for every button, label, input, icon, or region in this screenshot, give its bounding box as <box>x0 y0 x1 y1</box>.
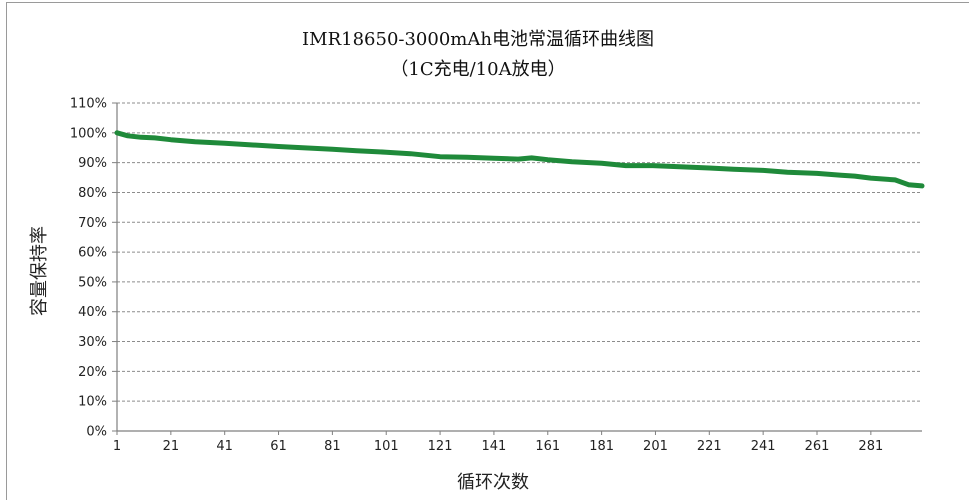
y-tick-label: 50% <box>78 275 107 290</box>
x-tick-label: 221 <box>697 439 722 454</box>
x-tick-label: 181 <box>589 439 614 454</box>
x-tick-label: 261 <box>805 439 830 454</box>
y-tick-label: 20% <box>78 365 107 380</box>
x-tick-label: 101 <box>374 439 399 454</box>
x-tick-label: 21 <box>163 439 180 454</box>
x-tick-label: 201 <box>643 439 668 454</box>
y-tick-labels: 0% 10% 20% 30% 40% 50% 60% 70% 80% 90% 100% 110% <box>70 97 107 440</box>
series <box>114 130 925 189</box>
x-tick-label: 161 <box>535 439 560 454</box>
x-tick-label: 1 <box>113 439 121 454</box>
x-tick-label: 81 <box>324 439 341 454</box>
chart-subtitle: （1C充电/10A放电） <box>390 59 565 80</box>
x-tick-label: 141 <box>482 439 507 454</box>
x-tick-label: 41 <box>216 439 233 454</box>
y-tick-label: 90% <box>78 156 107 171</box>
y-tick-label: 40% <box>78 305 107 320</box>
y-tick-label: 30% <box>78 335 107 350</box>
series-line <box>114 130 925 189</box>
y-tick-label: 110% <box>70 97 107 112</box>
y-tick-label: 0% <box>86 425 107 440</box>
chart-frame: IMR18650-3000mAh电池常温循环曲线图 （1C充电/10A放电） 0… <box>6 2 970 501</box>
y-tick-label: 60% <box>78 246 107 261</box>
x-tick-label: 61 <box>270 439 287 454</box>
x-tick-label: 241 <box>751 439 776 454</box>
axes <box>112 102 922 435</box>
y-tick-label: 80% <box>78 186 107 201</box>
y-tick-label: 70% <box>78 216 107 231</box>
x-axis-title: 循环次数 <box>457 472 529 493</box>
chart-title: IMR18650-3000mAh电池常温循环曲线图 <box>302 29 654 50</box>
y-tick-label: 100% <box>70 126 107 141</box>
x-tick-labels: 1 21 41 61 81 101 121 141 161 181 201 221 241 261 281 <box>113 439 883 454</box>
grid-lines <box>117 102 922 402</box>
chart: IMR18650-3000mAh电池常温循环曲线图 （1C充电/10A放电） 0… <box>7 3 970 501</box>
y-axis-title: 容量保持率 <box>29 226 50 316</box>
x-tick-label: 121 <box>428 439 453 454</box>
y-tick-label: 10% <box>78 395 107 410</box>
x-tick-label: 281 <box>858 439 883 454</box>
